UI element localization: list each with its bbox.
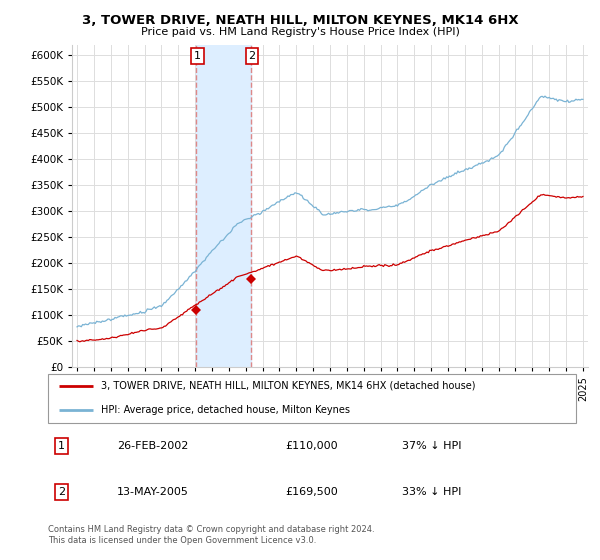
Text: 3, TOWER DRIVE, NEATH HILL, MILTON KEYNES, MK14 6HX (detached house): 3, TOWER DRIVE, NEATH HILL, MILTON KEYNE… bbox=[101, 381, 475, 391]
Text: 1: 1 bbox=[58, 441, 65, 451]
Text: HPI: Average price, detached house, Milton Keynes: HPI: Average price, detached house, Milt… bbox=[101, 405, 350, 416]
Text: 37% ↓ HPI: 37% ↓ HPI bbox=[402, 441, 461, 451]
Text: Contains HM Land Registry data © Crown copyright and database right 2024.
This d: Contains HM Land Registry data © Crown c… bbox=[48, 525, 374, 545]
Text: 3, TOWER DRIVE, NEATH HILL, MILTON KEYNES, MK14 6HX: 3, TOWER DRIVE, NEATH HILL, MILTON KEYNE… bbox=[82, 14, 518, 27]
Text: 1: 1 bbox=[194, 51, 201, 61]
Text: £110,000: £110,000 bbox=[286, 441, 338, 451]
Text: Price paid vs. HM Land Registry's House Price Index (HPI): Price paid vs. HM Land Registry's House … bbox=[140, 27, 460, 37]
FancyBboxPatch shape bbox=[48, 374, 576, 423]
Text: 2: 2 bbox=[58, 487, 65, 497]
Text: 13-MAY-2005: 13-MAY-2005 bbox=[116, 487, 188, 497]
Text: £169,500: £169,500 bbox=[286, 487, 338, 497]
Text: 2: 2 bbox=[248, 51, 256, 61]
Text: 26-FEB-2002: 26-FEB-2002 bbox=[116, 441, 188, 451]
Text: 33% ↓ HPI: 33% ↓ HPI bbox=[402, 487, 461, 497]
Bar bbox=[196, 45, 251, 367]
